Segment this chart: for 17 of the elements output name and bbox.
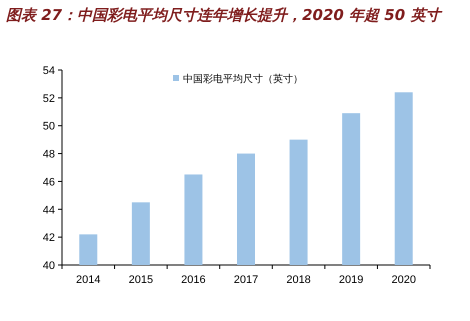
y-tick-label: 46 (42, 176, 55, 188)
x-tick-label: 2019 (338, 274, 364, 286)
x-tick-label: 2018 (286, 274, 311, 286)
x-tick-label: 2016 (181, 274, 206, 286)
y-tick-label: 42 (42, 232, 55, 244)
x-tick-label: 2015 (128, 274, 154, 286)
x-tick-label: 2020 (391, 274, 416, 286)
y-tick-label: 54 (42, 65, 55, 77)
chart-title: 图表 27：中国彩电平均尺寸连年增长提升，2020 年超 50 英寸 (6, 5, 444, 26)
y-tick-label: 50 (42, 120, 55, 133)
y-tick-label: 52 (42, 92, 55, 105)
y-tick-label: 48 (42, 148, 55, 161)
legend-label: 中国彩电平均尺寸（英寸） (183, 73, 303, 85)
y-tick-label: 44 (42, 204, 55, 216)
x-tick-label: 2014 (76, 274, 101, 286)
x-tick-label: 2017 (234, 274, 258, 286)
y-tick-label: 40 (42, 260, 55, 272)
